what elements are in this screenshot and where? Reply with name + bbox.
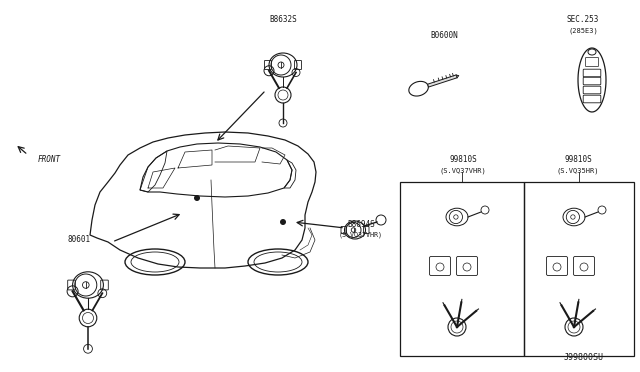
Text: (S.VQ37VHR): (S.VQ37VHR)	[440, 167, 486, 173]
Text: FRONT: FRONT	[38, 155, 61, 164]
Circle shape	[280, 219, 286, 225]
Text: (S.VQ35HR): (S.VQ35HR)	[557, 167, 599, 173]
Text: SEC.253: SEC.253	[567, 15, 599, 24]
Text: (285E3): (285E3)	[568, 27, 598, 33]
Text: B8632S: B8632S	[269, 15, 297, 24]
Text: (S.VQ37VHR): (S.VQ37VHR)	[339, 232, 383, 238]
Text: J99800SU: J99800SU	[564, 353, 604, 362]
Text: 80601: 80601	[68, 235, 91, 244]
Bar	[400, 182, 524, 356]
Text: 99810S: 99810S	[449, 155, 477, 164]
Polygon shape	[428, 75, 457, 87]
Text: 99810S: 99810S	[564, 155, 592, 164]
Bar	[524, 182, 634, 356]
Text: B0600N: B0600N	[430, 31, 458, 40]
Circle shape	[194, 195, 200, 201]
Text: B8694S: B8694S	[347, 220, 375, 229]
